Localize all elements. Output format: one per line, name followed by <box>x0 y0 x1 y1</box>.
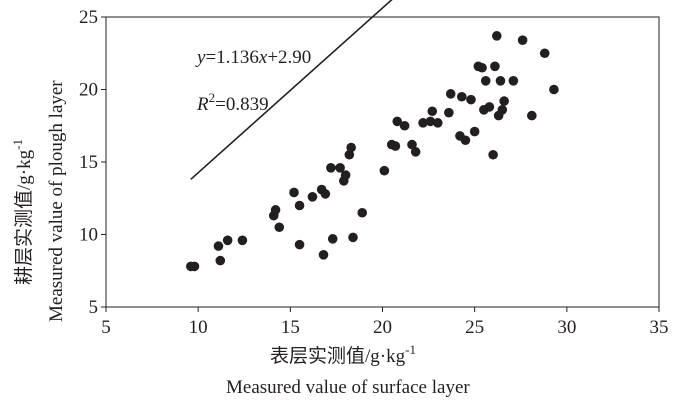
data-point <box>418 118 428 128</box>
data-point <box>379 165 390 176</box>
data-point <box>346 142 356 153</box>
data-point <box>348 232 358 243</box>
data-point <box>335 163 345 173</box>
data-point <box>392 116 403 127</box>
x-tick-label: 5 <box>101 317 111 338</box>
data-point <box>320 189 331 199</box>
data-point <box>549 84 559 95</box>
data-point <box>344 149 355 160</box>
data-point <box>469 126 480 137</box>
equation-coefficient: =1.136 <box>205 47 258 68</box>
data-point <box>326 163 336 173</box>
data-point <box>490 61 500 72</box>
data-point <box>527 110 537 121</box>
data-point <box>517 35 528 45</box>
data-point <box>237 235 248 246</box>
data-point <box>491 31 502 41</box>
y-tick-label: 20 <box>79 80 98 101</box>
data-point <box>484 102 495 112</box>
data-point <box>425 116 436 127</box>
data-point <box>294 239 305 250</box>
data-point <box>222 235 233 246</box>
data-points <box>185 31 559 272</box>
equation-y-var: y <box>195 47 206 68</box>
regression-fit-line <box>190 0 393 180</box>
x-tick-label: 10 <box>189 317 208 338</box>
data-point <box>307 192 318 202</box>
data-point <box>289 187 299 198</box>
data-point <box>274 222 285 233</box>
y-tick-label: 10 <box>79 225 98 246</box>
y-axis-title-en: Measured value of plough layer <box>46 80 67 322</box>
data-point <box>539 48 550 59</box>
data-point <box>357 207 368 218</box>
x-axis-title-cn-text: 表层实测值/g·kg <box>270 345 406 367</box>
data-point <box>444 107 454 118</box>
data-point <box>466 94 476 105</box>
data-point <box>294 200 305 211</box>
r2-var: R <box>196 94 209 115</box>
y-tick-label: 5 <box>89 297 99 318</box>
data-point <box>433 118 443 128</box>
y-tick-label: 15 <box>79 152 98 173</box>
data-point <box>497 105 508 115</box>
data-point <box>318 250 329 260</box>
x-axis-title-cn-sup: -1 <box>405 342 416 357</box>
fit-line-group <box>190 0 393 180</box>
data-point <box>477 62 487 73</box>
y-tick-label: 25 <box>79 7 98 28</box>
data-point <box>460 135 471 146</box>
data-point <box>213 241 224 251</box>
x-tick-label: 20 <box>373 317 392 338</box>
equation-x-var: x <box>258 47 268 68</box>
x-tick-label: 35 <box>650 317 669 338</box>
y-axis-title-cn-text: 耕层实测值/g·kg <box>13 149 35 285</box>
y-axis-title-cn: 耕层实测值/g·kg-1 <box>10 139 35 285</box>
x-axis-title-cn: 表层实测值/g·kg-1 <box>270 342 416 367</box>
equation-intercept: +2.90 <box>267 47 311 68</box>
data-point <box>445 89 456 99</box>
data-point <box>189 261 200 272</box>
x-tick-label: 25 <box>465 317 484 338</box>
data-point <box>508 76 519 86</box>
r2-superscript: 2 <box>209 90 216 105</box>
data-point <box>399 120 410 131</box>
data-point <box>488 149 498 160</box>
data-point <box>499 96 509 106</box>
data-point <box>407 139 417 150</box>
data-point <box>340 170 351 180</box>
data-point <box>427 106 438 117</box>
data-point <box>215 255 226 266</box>
r2-value: =0.839 <box>215 94 268 115</box>
x-tick-label: 15 <box>281 317 300 338</box>
y-axis-title-cn-sup: -1 <box>10 139 25 150</box>
axis-ticks: 5 10 15 20 25 30 35 5 10 15 20 25 <box>79 7 669 338</box>
regression-equation: y=1.136x+2.90 <box>195 47 311 68</box>
data-point <box>390 141 401 151</box>
x-axis-title-en: Measured value of surface layer <box>226 377 470 398</box>
data-point <box>410 147 421 157</box>
r-squared: R2=0.839 <box>196 90 269 115</box>
data-point <box>456 91 467 102</box>
data-point <box>480 76 491 86</box>
data-point <box>270 205 281 215</box>
data-point <box>327 234 338 244</box>
data-point <box>495 76 506 86</box>
x-tick-label: 30 <box>557 317 576 338</box>
